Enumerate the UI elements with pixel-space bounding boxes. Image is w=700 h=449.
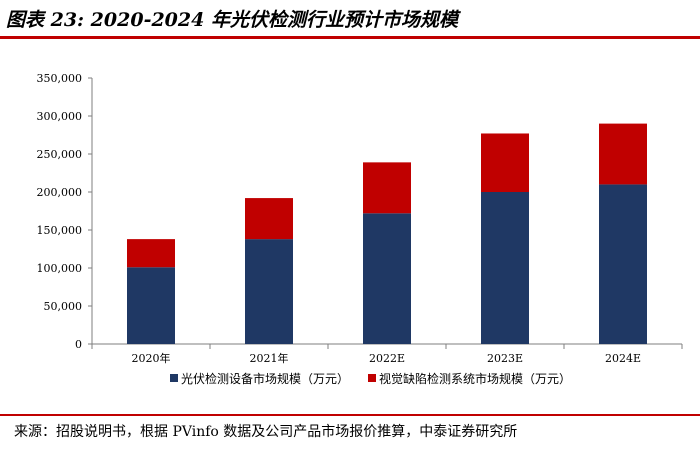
- legend-label: 光伏检测设备市场规模（万元）: [181, 371, 349, 386]
- y-tick-label: 200,000: [37, 186, 83, 199]
- x-tick-label: 2022E: [369, 352, 405, 365]
- stacked-bar-chart: 0 50,000 100,000 150,000 200,000 250,000 300,0…: [37, 72, 683, 386]
- title-divider: [0, 36, 700, 39]
- x-tick-label: 2020年: [132, 351, 171, 365]
- figure-title: 图表 23: 2020-2024 年光伏检测行业预计市场规模: [6, 9, 458, 31]
- chart-bars: [127, 123, 647, 344]
- y-tick-label: 100,000: [37, 262, 83, 275]
- x-tick-label: 2024E: [605, 352, 641, 365]
- bar-equipment-1: [245, 239, 293, 344]
- y-tick-label: 150,000: [37, 224, 83, 237]
- source-note: 来源：招股说明书，根据 PVinfo 数据及公司产品市场报价推算，中泰证券研究所: [14, 424, 518, 440]
- bar-equipment-3: [481, 192, 529, 344]
- x-tick-labels: 2020年 2021年 2022E 2023E 2024E: [132, 351, 642, 365]
- legend-label: 视觉缺陷检测系统市场规模（万元）: [379, 371, 571, 386]
- y-tick-label: 350,000: [37, 72, 83, 85]
- x-tick-label: 2023E: [487, 352, 523, 365]
- bar-defect-system-2: [363, 162, 411, 214]
- bar-defect-system-1: [245, 198, 293, 240]
- legend-swatch: [170, 374, 178, 382]
- chart-axes: 0 50,000 100,000 150,000 200,000 250,000 300,0…: [37, 72, 683, 351]
- y-tick-label: 300,000: [37, 110, 83, 123]
- bar-equipment-2: [363, 213, 411, 344]
- bar-defect-system-3: [481, 133, 529, 192]
- legend-swatch: [368, 374, 376, 382]
- y-tick-label: 0: [75, 338, 82, 351]
- bar-equipment-0: [127, 267, 175, 344]
- bar-equipment-4: [599, 184, 647, 344]
- source-divider: [0, 414, 700, 416]
- y-tick-label: 50,000: [44, 300, 83, 313]
- bar-defect-system-0: [127, 239, 175, 268]
- y-tick-label: 250,000: [37, 148, 83, 161]
- bar-defect-system-4: [599, 123, 647, 185]
- chart-legend: 光伏检测设备市场规模（万元） 视觉缺陷检测系统市场规模（万元）: [170, 371, 571, 386]
- x-tick-label: 2021年: [250, 351, 289, 365]
